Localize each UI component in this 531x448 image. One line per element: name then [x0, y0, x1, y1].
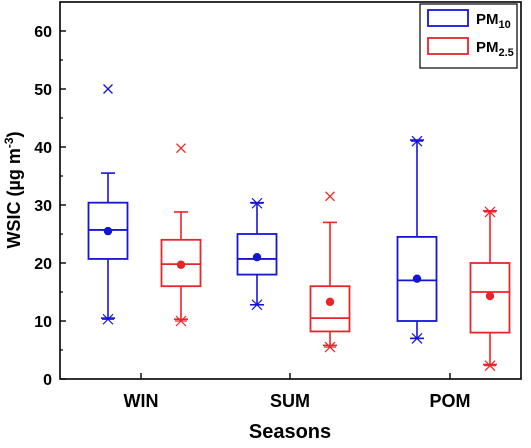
mean-dot — [252, 253, 262, 262]
legend-label-pm10: PM10 — [476, 11, 511, 31]
y-tick-label: 50 — [34, 82, 52, 99]
y-tick-label: 20 — [34, 256, 52, 273]
min-marker — [175, 315, 187, 327]
y-tick-label: 10 — [34, 314, 52, 331]
box-pm10-pom — [396, 135, 438, 344]
iqr-box — [309, 285, 351, 333]
mean-dot — [485, 291, 495, 301]
mean-dot — [176, 260, 186, 269]
box-pm25-win — [160, 143, 202, 327]
y-axis-title: WSIC (µg m-3) — [2, 131, 24, 248]
x-tick-label: WIN — [124, 391, 159, 411]
legend-swatch-pm10 — [427, 9, 469, 27]
box-pm10-sum — [236, 197, 278, 311]
box-pm25-pom — [469, 206, 511, 372]
max-marker — [411, 135, 423, 147]
min-marker — [102, 313, 114, 325]
min-marker — [251, 299, 263, 311]
outlier-marker — [325, 191, 335, 202]
mean-dot — [103, 226, 113, 236]
y-tick-label: 40 — [34, 140, 52, 157]
outlier-marker — [176, 143, 186, 154]
mean-dot — [325, 297, 335, 307]
max-marker — [484, 206, 496, 218]
x-tick-label: POM — [429, 391, 470, 411]
min-marker — [324, 341, 336, 353]
box-pm10-win — [87, 84, 129, 325]
legend: PM10 PM2.5 — [419, 3, 518, 69]
y-tick-label: 60 — [34, 24, 52, 41]
y-tick-label: 0 — [43, 372, 52, 389]
x-axis-title: Seasons — [249, 421, 331, 443]
legend-swatch-pm25 — [427, 37, 469, 55]
min-marker — [411, 332, 423, 344]
max-marker — [251, 197, 263, 209]
outlier-marker — [103, 84, 113, 94]
min-marker — [484, 360, 496, 372]
box-pm25-sum — [309, 191, 351, 353]
x-tick-label: SUM — [270, 391, 310, 411]
mean-dot — [412, 274, 422, 283]
y-tick-label: 30 — [34, 198, 52, 215]
legend-label-pm25: PM2.5 — [476, 39, 514, 59]
